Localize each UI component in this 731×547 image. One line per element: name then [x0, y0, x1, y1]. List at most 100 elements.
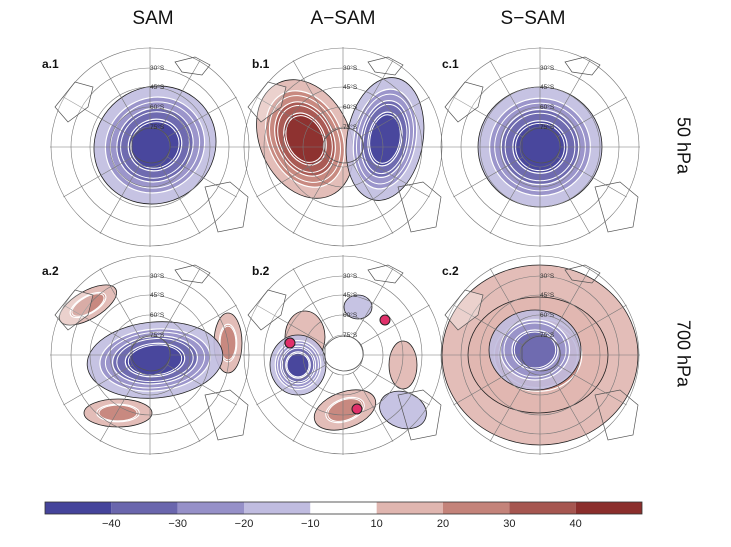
latitude-label: 60°S	[150, 103, 165, 111]
meridian-line	[453, 156, 523, 198]
meridian-line	[292, 60, 334, 130]
contour-level	[69, 291, 107, 319]
negative-anomaly	[343, 294, 373, 320]
latitude-label: 45°S	[150, 83, 165, 91]
meridian-line	[167, 156, 237, 198]
panel-label-a1: a.1	[42, 57, 59, 71]
antarctica-outline	[324, 335, 364, 372]
meridian-line	[453, 96, 523, 138]
contour-level	[285, 351, 311, 379]
positive-anomaly	[388, 340, 418, 390]
map-panel-b.1: 30°S 45°S 60°S 75°S	[243, 47, 443, 247]
map-panel-c.2: 30°S 45°S 60°S 75°S	[440, 255, 640, 455]
australia-outline	[204, 181, 249, 233]
latitude-label: 75°S	[540, 331, 555, 339]
latitude-label: 75°S	[343, 331, 358, 339]
south-america-outline	[444, 81, 484, 123]
latitude-label: 45°S	[343, 83, 358, 91]
meridian-line	[360, 364, 430, 406]
colorbar-bin	[575, 502, 642, 514]
location-marker	[379, 314, 391, 326]
colorbar-frame	[44, 501, 643, 515]
location-marker	[284, 337, 296, 349]
latitude-label: 60°S	[540, 311, 555, 319]
meridian-line	[63, 364, 133, 406]
meridian-line	[256, 96, 326, 138]
contour-line	[286, 352, 310, 378]
antarctica-outline	[131, 127, 171, 164]
south-america-outline	[247, 289, 287, 331]
meridian-line	[557, 304, 627, 346]
positive-anomaly	[83, 398, 153, 428]
location-marker	[351, 403, 363, 415]
contour-line	[98, 404, 138, 422]
colorbar-tick-label: 10	[370, 518, 383, 530]
map-panel-a.1: 30°S 45°S 60°S 75°S	[50, 47, 250, 247]
contour-line	[281, 347, 315, 383]
meridian-line	[99, 164, 141, 234]
meridian-line	[352, 268, 394, 338]
meridian-line	[63, 304, 133, 346]
australia-outline	[594, 389, 639, 441]
meridian-line	[167, 96, 237, 138]
colorbar-tick-label: −20	[234, 518, 254, 530]
latitude-label: 75°S	[540, 123, 555, 131]
colorbar-bin	[111, 502, 178, 514]
antarctica-outline	[131, 335, 171, 372]
meridian-line	[489, 372, 531, 442]
latitude-label: 60°S	[343, 311, 358, 319]
latitude-label: 60°S	[540, 103, 555, 111]
latitude-label: 75°S	[150, 331, 165, 339]
meridian-line	[167, 364, 237, 406]
column-title-sam: SAM	[132, 8, 174, 29]
contour-line	[285, 115, 325, 163]
latitude-label: 30°S	[540, 272, 555, 280]
panel-label-c2: c.2	[442, 264, 459, 278]
colorbar-bin	[376, 502, 443, 514]
latitude-label: 45°S	[150, 291, 165, 299]
meridian-line	[292, 268, 334, 338]
latitude-label: 30°S	[343, 64, 358, 72]
contour-level	[283, 112, 327, 166]
colorbar-tick-label: −10	[300, 518, 320, 530]
map-panel-a.2: 30°S 45°S 60°S 75°S	[50, 255, 250, 455]
antarctica-outline	[324, 127, 364, 164]
map-panel-c.1: 30°S 45°S 60°S 75°S	[440, 47, 640, 247]
contour-line	[219, 325, 237, 361]
meridian-line	[549, 268, 591, 338]
contour-line	[130, 121, 180, 169]
polar-grid	[440, 47, 640, 247]
colorbar-tick-label: −30	[168, 518, 187, 530]
contour-line	[116, 337, 194, 383]
meridian-line	[159, 164, 201, 234]
meridian-line	[489, 164, 531, 234]
colorbar-tick-label: −40	[101, 518, 121, 530]
meridian-line	[256, 304, 326, 346]
africa-outline	[564, 56, 601, 76]
contour-line	[356, 93, 414, 185]
meridian-line	[292, 164, 334, 234]
polar-grid	[440, 255, 640, 455]
meridian-line	[352, 60, 394, 130]
meridian-line	[489, 268, 531, 338]
latitude-label: 45°S	[343, 291, 358, 299]
contour-level	[388, 340, 418, 390]
meridian-line	[549, 164, 591, 234]
latitude-label: 45°S	[540, 291, 555, 299]
meridian-line	[453, 304, 523, 346]
antarctica-outline	[521, 335, 561, 372]
panel-label-b1: b.1	[252, 57, 270, 71]
contour-line	[369, 114, 401, 164]
positive-anomaly	[313, 389, 377, 431]
meridian-line	[352, 372, 394, 442]
africa-outline	[174, 264, 211, 284]
australia-outline	[397, 389, 442, 441]
colorbar-tick-label: 40	[569, 518, 582, 530]
meridian-line	[549, 60, 591, 130]
latitude-label: 30°S	[150, 272, 165, 280]
positive-anomaly	[59, 284, 117, 326]
africa-outline	[174, 56, 211, 76]
australia-outline	[204, 389, 249, 441]
